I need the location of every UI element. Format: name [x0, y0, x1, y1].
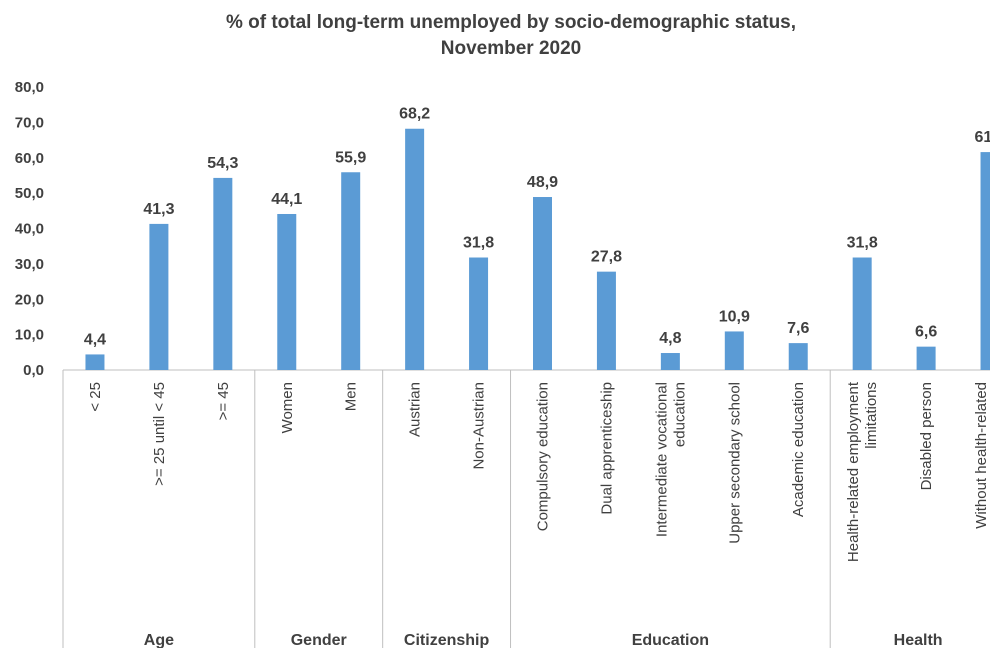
- category-label-line: Disabled person: [918, 382, 935, 490]
- category-label: Intermediate vocational education: [653, 382, 688, 537]
- bar: [405, 128, 425, 370]
- category-label-line: Health-related employment: [845, 381, 862, 562]
- y-tick-label: 50,0: [15, 185, 44, 202]
- category-label: Women: [279, 382, 296, 433]
- y-tick-label: 30,0: [15, 256, 44, 273]
- bar: [788, 343, 808, 370]
- data-label: 7,6: [787, 320, 809, 337]
- category-label-line: Without health-related: [973, 382, 990, 529]
- category-label-line: < 25: [87, 382, 104, 412]
- category-label-line: Dual apprenticeship: [598, 382, 615, 515]
- y-tick-label: 70,0: [15, 114, 44, 131]
- data-label: 55,9: [335, 149, 366, 166]
- bar: [469, 257, 489, 370]
- bar: [852, 257, 872, 370]
- data-label: 31,8: [463, 235, 494, 252]
- category-label: Disabled person: [918, 382, 935, 490]
- data-label: 4,8: [659, 330, 681, 347]
- y-tick-label: 60,0: [15, 150, 44, 167]
- data-label: 44,1: [271, 191, 302, 208]
- data-label: 27,8: [591, 249, 622, 266]
- data-label: 6,6: [915, 324, 937, 341]
- bar: [533, 197, 552, 370]
- bar: [916, 346, 936, 370]
- category-label: >= 25 until < 45: [151, 382, 168, 486]
- bar: [980, 152, 990, 370]
- bar: [213, 177, 233, 370]
- bar: [596, 271, 616, 370]
- group-label: Health: [894, 632, 943, 648]
- group-label: Citizenship: [404, 632, 490, 648]
- category-label: Academic education: [790, 382, 807, 517]
- category-label-line: Academic education: [790, 382, 807, 517]
- data-label: 48,9: [527, 174, 558, 191]
- y-tick-label: 20,0: [15, 291, 44, 308]
- category-label: Compulsory education: [535, 382, 552, 531]
- chart-subtitle: November 2020: [440, 38, 582, 59]
- category-label-line: Compulsory education: [535, 382, 552, 531]
- data-label: 61,6: [974, 129, 990, 146]
- bar: [724, 331, 744, 370]
- bar: [85, 354, 105, 370]
- data-label: 41,3: [143, 201, 174, 218]
- category-label: Dual apprenticeship: [598, 382, 615, 515]
- data-label: 10,9: [719, 308, 750, 325]
- category-label-line: Intermediate vocational: [653, 382, 670, 537]
- bar: [660, 353, 680, 370]
- bar: [277, 213, 297, 370]
- chart-title-line1: % of total long-term unemployed by socio…: [225, 12, 797, 33]
- chart-title: % of total long-term unemployed by socio…: [0, 10, 990, 62]
- category-label: Health-related employment limitations: [845, 381, 880, 562]
- category-label-line: Men: [343, 382, 360, 411]
- category-label-line: Upper secondary school: [726, 382, 743, 544]
- category-label: >= 45: [215, 382, 232, 420]
- group-label: Education: [632, 632, 709, 648]
- data-label: 54,3: [207, 155, 238, 172]
- category-label-line: >= 25 until < 45: [151, 382, 168, 486]
- category-label: Men: [343, 382, 360, 411]
- data-label: 68,2: [399, 106, 430, 123]
- bar: [341, 172, 361, 370]
- data-label: 31,8: [847, 235, 878, 252]
- group-label: Gender: [291, 632, 347, 648]
- data-label: 4,4: [84, 331, 106, 348]
- y-tick-label: 80,0: [15, 79, 44, 96]
- y-tick-label: 10,0: [15, 327, 44, 344]
- category-label: Upper secondary school: [726, 382, 743, 544]
- y-tick-label: 0,0: [23, 362, 44, 379]
- category-label: Non-Austrian: [471, 382, 488, 470]
- category-label-line: >= 45: [215, 382, 232, 420]
- category-label-line: Non-Austrian: [471, 382, 488, 470]
- category-label-line: limitations: [863, 382, 880, 449]
- group-label: Age: [144, 632, 174, 648]
- bar: [149, 223, 169, 370]
- category-label-line: education: [671, 382, 688, 447]
- category-label-line: Austrian: [407, 382, 424, 437]
- category-label-line: Women: [279, 382, 296, 433]
- y-tick-label: 40,0: [15, 221, 44, 238]
- category-label: Austrian: [407, 382, 424, 437]
- category-label: < 25: [87, 382, 104, 412]
